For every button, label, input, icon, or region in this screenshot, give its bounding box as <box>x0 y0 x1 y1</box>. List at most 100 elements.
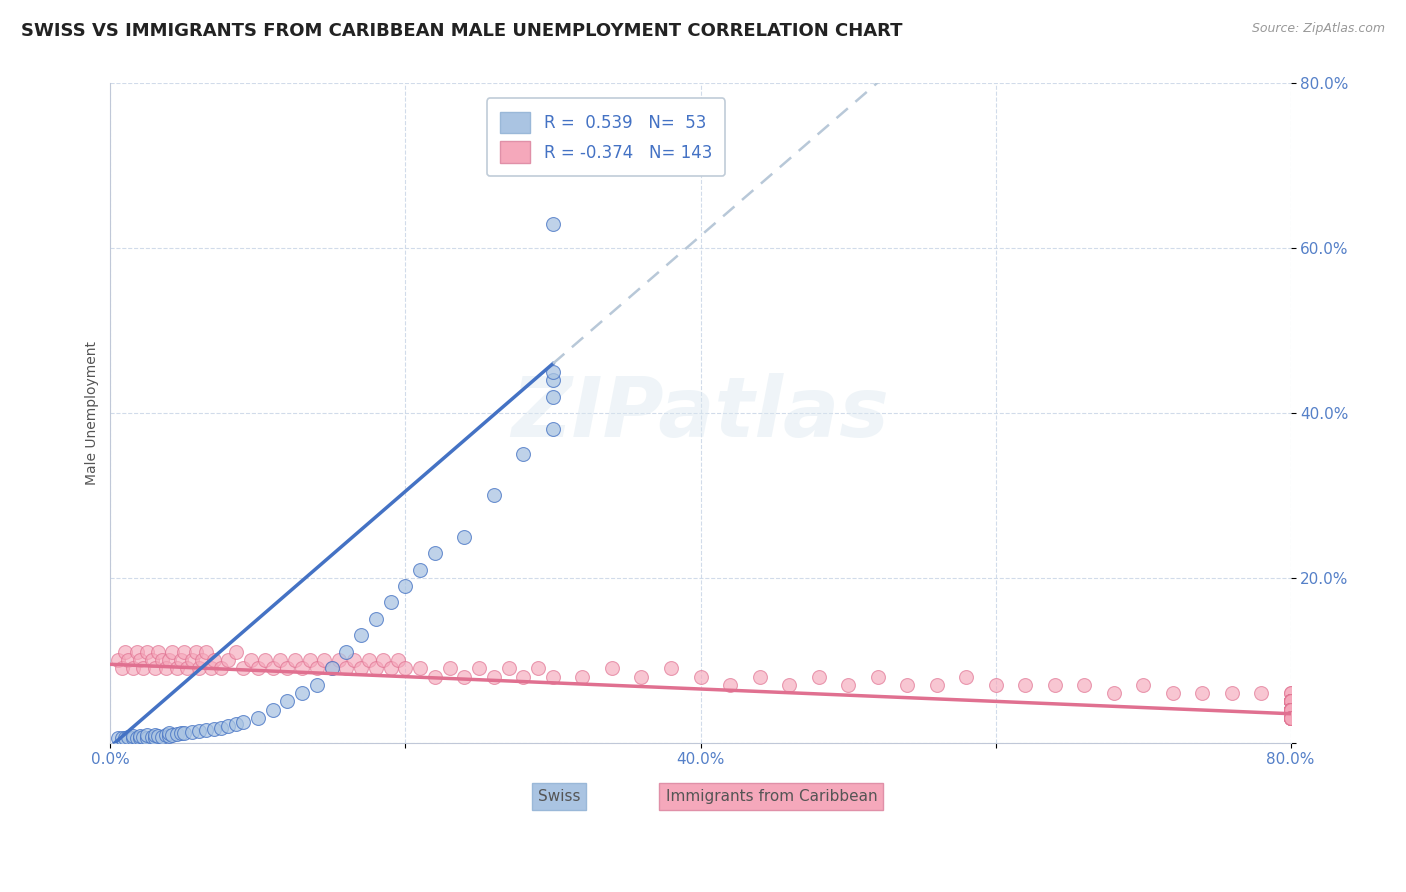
Point <box>955 670 977 684</box>
Point <box>335 645 357 659</box>
Point <box>1279 703 1302 717</box>
Point <box>1279 703 1302 717</box>
Point <box>246 661 269 675</box>
Point <box>117 653 139 667</box>
Point <box>1279 711 1302 725</box>
Point <box>129 653 152 667</box>
Point <box>423 546 446 560</box>
Point <box>225 717 247 731</box>
Point <box>1279 703 1302 717</box>
Point <box>136 645 159 659</box>
Point <box>630 670 652 684</box>
Point <box>1279 694 1302 708</box>
Point <box>121 729 143 743</box>
Point <box>202 723 225 737</box>
Point <box>305 661 328 675</box>
Point <box>191 653 214 667</box>
Point <box>166 661 188 675</box>
Point <box>157 726 180 740</box>
Point <box>541 373 564 387</box>
Point <box>1279 703 1302 717</box>
Point <box>482 488 505 502</box>
Point <box>1279 703 1302 717</box>
Point <box>162 645 184 659</box>
Legend: R =  0.539   N=  53, R = -0.374   N= 143: R = 0.539 N= 53, R = -0.374 N= 143 <box>486 98 725 177</box>
Point <box>321 661 343 675</box>
Point <box>232 714 254 729</box>
Point <box>262 661 284 675</box>
Text: Source: ZipAtlas.com: Source: ZipAtlas.com <box>1251 22 1385 36</box>
Point <box>157 729 180 743</box>
Point <box>1279 694 1302 708</box>
Point <box>1014 678 1036 692</box>
Point <box>173 726 195 740</box>
Text: Immigrants from Caribbean: Immigrants from Caribbean <box>665 789 877 804</box>
Point <box>357 653 380 667</box>
Point <box>143 661 166 675</box>
Point <box>1279 703 1302 717</box>
Point <box>925 678 948 692</box>
Text: SWISS VS IMMIGRANTS FROM CARIBBEAN MALE UNEMPLOYMENT CORRELATION CHART: SWISS VS IMMIGRANTS FROM CARIBBEAN MALE … <box>21 22 903 40</box>
Point <box>1191 686 1213 700</box>
Point <box>157 653 180 667</box>
Point <box>1279 711 1302 725</box>
Point <box>150 730 173 744</box>
Point <box>225 645 247 659</box>
Point <box>1250 686 1272 700</box>
Point <box>117 730 139 744</box>
Point <box>232 661 254 675</box>
Point <box>541 422 564 436</box>
Point <box>482 670 505 684</box>
Point <box>453 530 475 544</box>
Point <box>125 731 148 745</box>
Point <box>217 719 239 733</box>
Point <box>394 661 416 675</box>
Point <box>305 678 328 692</box>
Point <box>246 711 269 725</box>
Point <box>1279 694 1302 708</box>
Point <box>335 661 357 675</box>
Point <box>125 645 148 659</box>
Text: Swiss: Swiss <box>537 789 581 804</box>
Point <box>111 731 134 745</box>
Point <box>170 725 193 739</box>
Point <box>262 703 284 717</box>
Point <box>1279 711 1302 725</box>
Point <box>291 686 314 700</box>
Point <box>195 645 218 659</box>
Point <box>1279 694 1302 708</box>
Point <box>136 731 159 745</box>
Point <box>1279 703 1302 717</box>
Point <box>1279 703 1302 717</box>
Point <box>141 730 163 744</box>
Point <box>141 653 163 667</box>
Point <box>132 661 155 675</box>
Point <box>1279 711 1302 725</box>
Point <box>1279 703 1302 717</box>
Point <box>541 365 564 379</box>
Point <box>1279 703 1302 717</box>
Point <box>571 670 593 684</box>
Point <box>748 670 770 684</box>
Point <box>180 724 202 739</box>
Point <box>1279 703 1302 717</box>
Point <box>541 390 564 404</box>
Point <box>155 661 177 675</box>
Point <box>129 731 152 746</box>
Point <box>807 670 830 684</box>
Point <box>187 724 209 739</box>
Point <box>187 661 209 675</box>
Point <box>498 661 520 675</box>
Point <box>350 628 373 642</box>
Point <box>1279 703 1302 717</box>
Point <box>1279 703 1302 717</box>
Point <box>200 661 222 675</box>
Point <box>1279 694 1302 708</box>
Point <box>541 217 564 231</box>
Point <box>1279 703 1302 717</box>
Point <box>512 670 534 684</box>
Point <box>170 653 193 667</box>
Point <box>1279 703 1302 717</box>
Point <box>146 645 169 659</box>
Point <box>155 728 177 742</box>
